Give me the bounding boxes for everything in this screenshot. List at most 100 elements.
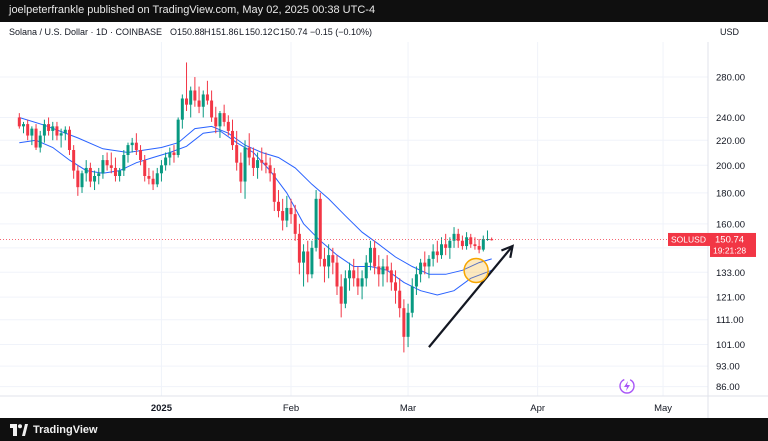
y-axis[interactable]: 86.0093.00101.00111.00121.00133.00146.00… — [716, 73, 745, 394]
x-tick-label: Feb — [283, 403, 299, 414]
publish-bar: joelpeterfrankle published on TradingVie… — [0, 0, 768, 22]
candle — [339, 274, 343, 318]
candle — [322, 247, 326, 283]
candle — [214, 106, 218, 134]
tradingview-brand[interactable]: TradingView — [10, 422, 98, 437]
candle — [377, 255, 381, 287]
candle — [47, 117, 51, 136]
candle — [444, 233, 448, 256]
candle — [126, 142, 130, 163]
high-value: 151.86 — [211, 27, 239, 37]
price-tag: 150.74 — [715, 234, 744, 245]
candle — [410, 278, 414, 318]
candle — [176, 117, 180, 158]
candle — [364, 255, 368, 287]
currency-label: USD — [720, 27, 740, 37]
candle — [465, 232, 469, 250]
candle — [109, 152, 113, 174]
candle — [448, 237, 452, 259]
candlesticks — [17, 62, 494, 353]
candle — [38, 130, 42, 153]
candle — [490, 237, 494, 241]
candle — [72, 145, 76, 179]
high-label: H — [204, 27, 211, 37]
candle — [335, 255, 339, 295]
candle — [180, 94, 184, 129]
candle — [427, 255, 431, 279]
candle — [381, 258, 385, 287]
candle — [42, 119, 46, 143]
candle — [327, 244, 331, 279]
candle — [101, 155, 105, 179]
candle — [419, 258, 423, 283]
candle — [477, 239, 481, 254]
candle — [435, 240, 439, 263]
candle — [210, 90, 214, 122]
candle — [201, 90, 205, 118]
candle — [185, 62, 189, 111]
candle — [59, 128, 63, 148]
candle — [310, 240, 314, 279]
x-tick-label: Mar — [400, 403, 416, 414]
candle — [440, 237, 443, 259]
candle — [276, 190, 280, 218]
y-tick-label: 111.00 — [716, 315, 744, 326]
candle — [80, 170, 84, 193]
trend-arrow — [428, 245, 514, 348]
candle — [130, 137, 134, 153]
y-tick-label: 200.00 — [716, 161, 745, 172]
grid-lines — [0, 42, 768, 418]
candle — [239, 152, 243, 193]
y-tick-label: 160.00 — [716, 219, 745, 230]
candle — [122, 150, 126, 177]
price-tag-bg — [710, 232, 756, 257]
candle — [406, 303, 410, 348]
candle — [272, 167, 276, 212]
candle — [17, 113, 21, 129]
lightning-icon[interactable] — [619, 378, 635, 394]
candle — [452, 227, 456, 248]
x-axis[interactable]: 2025 Feb Mar Apr May — [151, 403, 672, 414]
candle — [63, 126, 67, 141]
candle — [352, 258, 356, 287]
candle — [394, 270, 398, 304]
candle — [343, 270, 347, 309]
y-tick-label: 133.00 — [716, 268, 745, 279]
candle — [348, 262, 352, 291]
candle — [373, 240, 377, 275]
candle — [67, 126, 71, 156]
candle — [414, 266, 418, 295]
candle — [251, 147, 255, 177]
candle — [155, 167, 159, 188]
candle — [143, 155, 147, 182]
candle — [368, 240, 372, 271]
highlight-circle — [463, 257, 489, 284]
candle — [55, 121, 59, 141]
candle — [297, 223, 301, 275]
candle — [134, 133, 138, 156]
y-tick-label: 180.00 — [716, 188, 745, 199]
candle — [281, 198, 285, 231]
candle — [189, 86, 193, 118]
price-chart[interactable]: Solana / U.S. Dollar · 1D · COINBASE O 1… — [0, 22, 768, 418]
candle — [264, 152, 268, 174]
candle — [93, 170, 97, 191]
candle — [51, 121, 55, 141]
candle — [331, 247, 335, 275]
close-label: C — [273, 27, 280, 37]
y-tick-label: 121.00 — [716, 293, 745, 304]
candle — [147, 167, 151, 185]
candle — [302, 244, 306, 287]
candle — [398, 278, 402, 318]
footer-bar: TradingView — [0, 418, 768, 441]
candle — [22, 121, 25, 134]
candle — [389, 262, 393, 291]
close-value: 150.74 — [280, 27, 308, 37]
candle — [218, 110, 222, 138]
change-value: −0.15 (−0.10%) — [310, 27, 372, 37]
candle — [260, 147, 264, 171]
candle — [306, 240, 310, 283]
ticker-tag: SOLUSD — [671, 234, 706, 244]
candle — [168, 147, 172, 166]
